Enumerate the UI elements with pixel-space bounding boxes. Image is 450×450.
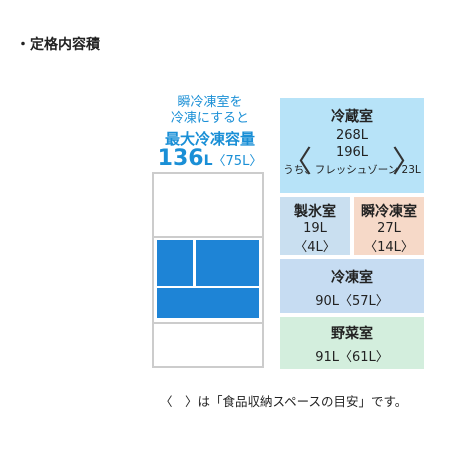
freezer-compartment-box: 冷凍室 90L〈57L〉 [280,259,424,313]
quick-title: 瞬冷凍室 [361,204,417,220]
fridge-compartment-box: 冷蔵室 268L 196L うち、フレッシュゾーン 23L 〈 〉 [280,98,424,193]
fridge-illustration [152,172,264,368]
freezer-value: 90L〈57L〉 [315,294,389,309]
freezer-mode-note-line1: 瞬冷凍室を [177,95,243,110]
max-freezer-capacity: 136L〈75L〉 [150,146,270,171]
quick-sub: 〈14L〉 [364,240,414,255]
quick-freeze-compartment-box: 瞬冷凍室 27L 〈14L〉 [354,197,424,255]
fridge-shelf-line [154,236,262,238]
freezer-compartment-block [157,288,259,318]
ice-compartment-block [157,240,193,286]
fridge-inner-value: 196L [335,145,369,160]
freezer-mode-note-line2: 冷凍にすると [170,111,250,126]
footnote: 〈 〉は「食品収納スペースの目安」です。 [160,394,408,409]
ice-compartment-box: 製氷室 19L 〈4L〉 [280,197,350,255]
ice-sub: 〈4L〉 [294,240,336,255]
fridge-title: 冷蔵室 [331,109,373,125]
ice-value: 19L [303,221,327,236]
vegetable-value: 91L〈61L〉 [315,350,389,365]
fridge-inner-note: うち、フレッシュゾーン 23L [283,164,421,176]
fridge-left-bracket: 〈 [282,145,312,180]
quick-freeze-compartment-block [196,240,259,286]
section-heading: ・定格内容積 [16,37,100,53]
max-freezer-label: 最大冷凍容量 [164,130,255,148]
vegetable-compartment-box: 野菜室 91L〈61L〉 [280,317,424,369]
fridge-right-bracket: 〉 [392,145,422,180]
fridge-shelf-line [154,322,262,324]
max-freezer-value: 136 [157,146,204,171]
quick-value: 27L [377,221,401,236]
fridge-total: 268L [335,128,369,143]
max-freezer-unit: L [203,153,213,169]
ice-title: 製氷室 [294,204,336,220]
max-freezer-sub: 〈75L〉 [212,154,263,169]
freezer-title: 冷凍室 [331,270,373,286]
vegetable-title: 野菜室 [331,326,373,342]
